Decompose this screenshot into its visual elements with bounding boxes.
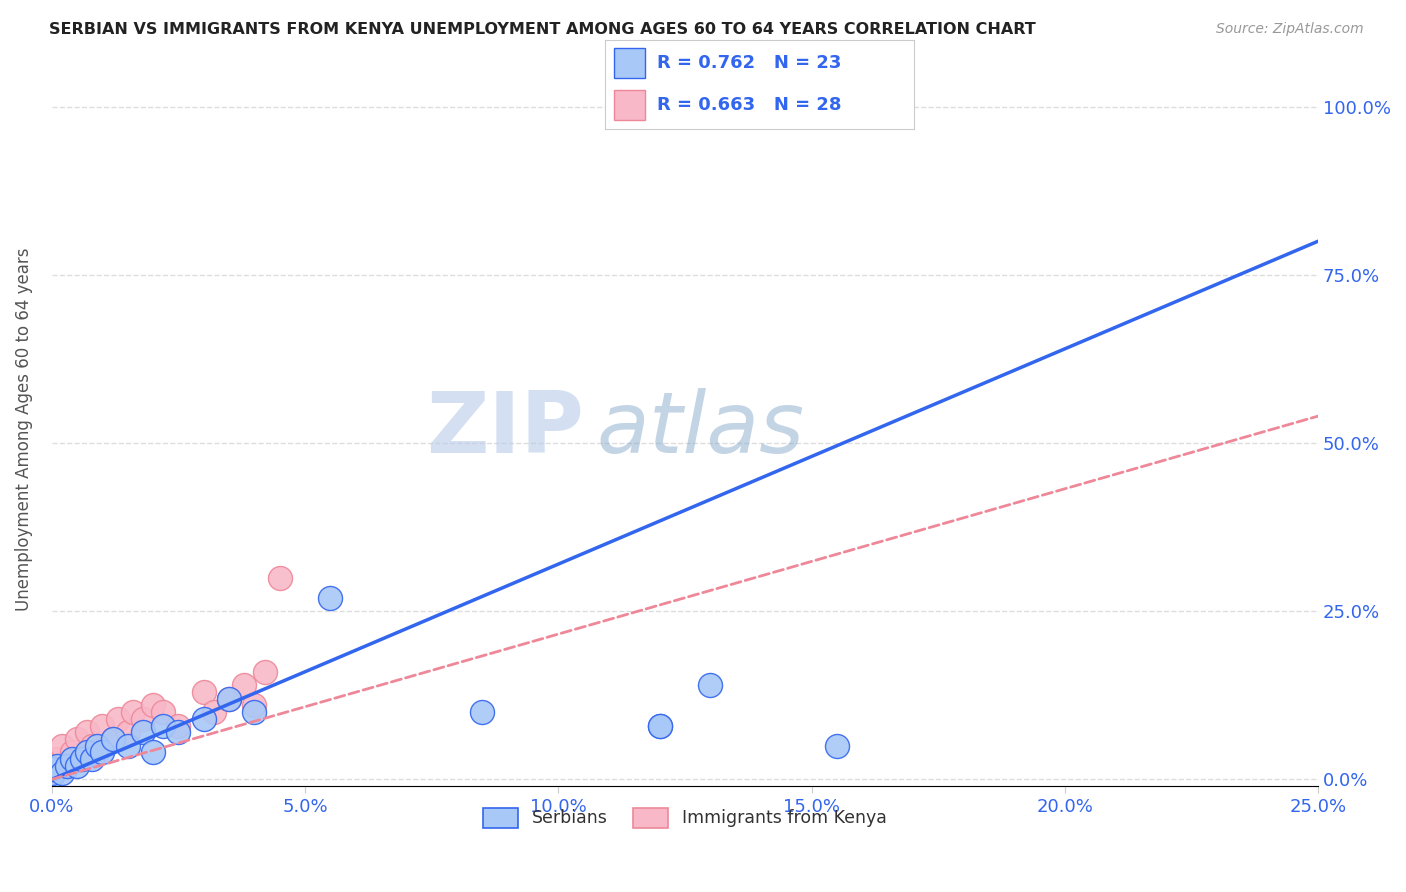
Point [167,718,190,732]
Text: Source: ZipAtlas.com: Source: ZipAtlas.com [1216,22,1364,37]
Point [76,725,98,739]
Point [66,759,89,773]
Point [70,752,93,766]
Point [86,746,108,760]
Point [101,732,124,747]
Point [91,718,114,732]
Point [117,725,139,739]
Point [60,746,83,760]
Point [70,752,93,766]
Point [648,718,671,732]
Point [41,769,63,783]
Point [51,739,73,753]
Point [41,759,63,773]
Point [101,732,124,747]
Text: SERBIAN VS IMMIGRANTS FROM KENYA UNEMPLOYMENT AMONG AGES 60 TO 64 YEARS CORRELAT: SERBIAN VS IMMIGRANTS FROM KENYA UNEMPLO… [49,22,1036,37]
Point [825,739,848,753]
Point [82,752,104,766]
Point [41,765,63,780]
Point [45,752,67,766]
Text: ZIP: ZIP [426,388,583,471]
Point [253,665,276,679]
Point [152,718,174,732]
Point [218,691,240,706]
Point [269,570,291,584]
Point [121,705,143,719]
Point [142,746,165,760]
Point [107,712,129,726]
Point [142,698,165,713]
Point [233,678,256,692]
Point [66,732,89,747]
Point [132,725,155,739]
Point [193,685,215,699]
Y-axis label: Unemployment Among Ages 60 to 64 years: Unemployment Among Ages 60 to 64 years [15,248,32,611]
Point [56,759,79,773]
Point [60,752,83,766]
Point [471,705,494,719]
Point [319,591,342,605]
Point [243,698,266,713]
Point [193,712,215,726]
Text: atlas: atlas [596,388,804,471]
Point [41,769,63,783]
Point [218,691,240,706]
Point [648,718,671,732]
Point [41,765,63,780]
Point [243,705,266,719]
FancyBboxPatch shape [614,90,645,120]
Point [82,739,104,753]
Point [45,759,67,773]
Point [76,746,98,760]
Point [167,725,190,739]
Point [56,759,79,773]
Point [86,739,108,753]
Point [117,739,139,753]
Point [132,712,155,726]
Point [699,678,721,692]
Text: R = 0.663   N = 28: R = 0.663 N = 28 [657,96,842,114]
Text: R = 0.762   N = 23: R = 0.762 N = 23 [657,54,842,72]
Point [152,705,174,719]
Point [41,762,63,776]
FancyBboxPatch shape [614,48,645,78]
Point [51,765,73,780]
Point [202,705,225,719]
Legend: Serbians, Immigrants from Kenya: Serbians, Immigrants from Kenya [477,800,894,835]
Point [91,746,114,760]
